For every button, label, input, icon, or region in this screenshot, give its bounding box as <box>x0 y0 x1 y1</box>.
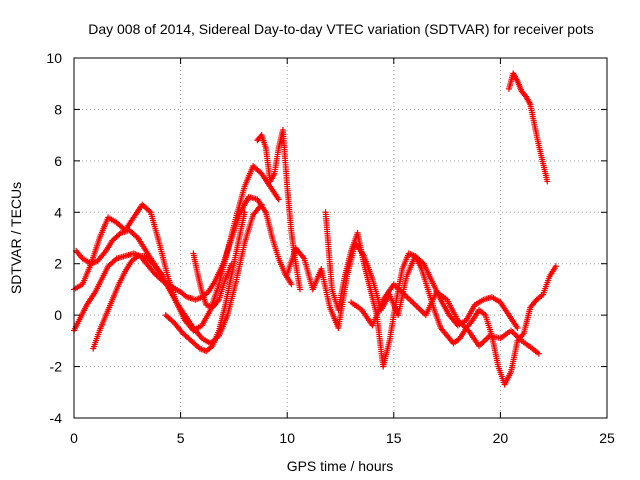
data-point <box>288 281 295 288</box>
data-point <box>275 196 282 203</box>
y-tick-label: 10 <box>46 50 62 66</box>
x-tick-label: 20 <box>493 430 509 446</box>
x-axis-label: GPS time / hours <box>287 458 394 474</box>
data-point <box>160 273 167 280</box>
data-point <box>535 350 542 357</box>
grid-lines <box>74 58 607 418</box>
data-point <box>241 209 248 216</box>
y-tick-label: 8 <box>54 101 62 117</box>
data-point <box>258 201 265 208</box>
y-tick-label: 4 <box>54 204 62 220</box>
y-tick-label: 0 <box>54 307 62 323</box>
plot-frame <box>73 57 608 419</box>
data-points <box>71 70 559 388</box>
x-tick-label: 10 <box>279 430 295 446</box>
tick-labels: 0 5 10 15 20 25 -4 -2 0 2 4 6 8 10 <box>46 50 615 446</box>
data-point <box>544 178 551 185</box>
y-tick-label: -4 <box>50 410 63 426</box>
x-tick-label: 25 <box>599 430 615 446</box>
data-point <box>514 325 521 331</box>
data-point <box>296 286 303 293</box>
x-tick-label: 15 <box>386 430 402 446</box>
axis-ticks <box>73 57 608 419</box>
data-point <box>552 263 559 270</box>
chart-title: Day 008 of 2014, Sidereal Day-to-day VTE… <box>88 21 594 37</box>
y-tick-label: -2 <box>50 359 63 375</box>
y-tick-label: 2 <box>54 256 62 272</box>
x-tick-label: 0 <box>70 430 78 446</box>
data-point <box>228 260 235 267</box>
x-tick-label: 5 <box>177 430 185 446</box>
y-tick-label: 6 <box>54 153 62 169</box>
y-axis-label: SDTVAR / TECUs <box>8 182 24 294</box>
